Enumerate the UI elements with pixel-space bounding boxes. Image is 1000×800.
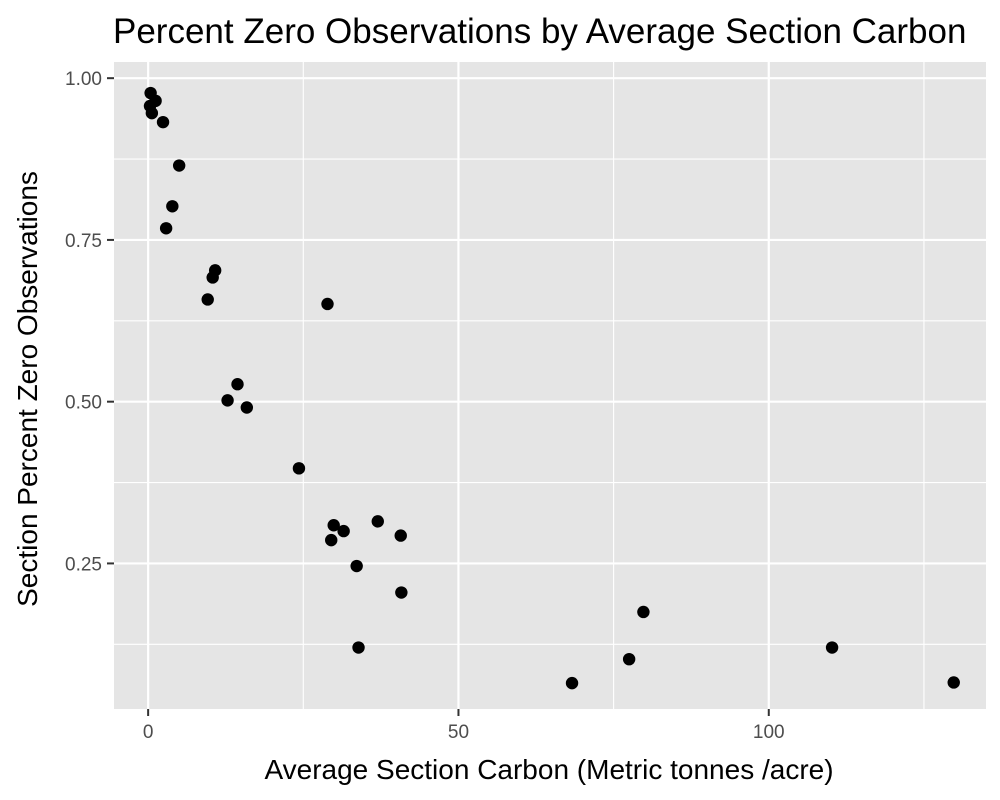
y-tick-label: 1.00 xyxy=(65,69,102,90)
data-point xyxy=(371,515,384,528)
data-point xyxy=(352,641,365,654)
data-point xyxy=(565,676,579,690)
data-point xyxy=(350,559,363,573)
data-point xyxy=(145,106,159,120)
data-point xyxy=(825,641,839,654)
y-axis: 0.25 0.50 0.75 1.00 xyxy=(65,69,114,575)
grid-lines xyxy=(114,62,986,709)
y-tick-label: 0.25 xyxy=(65,554,102,575)
data-point xyxy=(947,676,960,689)
data-point xyxy=(337,524,350,538)
data-point xyxy=(149,94,162,108)
x-tick-label: 100 xyxy=(753,722,785,743)
data-point xyxy=(240,401,254,414)
data-point xyxy=(159,222,173,235)
chart-title: Percent Zero Observations by Average Sec… xyxy=(113,12,966,51)
data-point xyxy=(325,533,338,547)
data-point xyxy=(321,297,334,311)
data-point xyxy=(394,529,407,542)
data-point xyxy=(201,293,214,306)
data-point xyxy=(172,159,186,172)
data-point xyxy=(622,652,636,666)
data-point xyxy=(231,378,244,391)
x-tick-label: 50 xyxy=(448,722,469,743)
y-tick-label: 0.75 xyxy=(65,231,102,252)
data-point xyxy=(292,462,306,475)
x-axis-title: Average Section Carbon (Metric tonnes /a… xyxy=(264,754,833,785)
data-point xyxy=(221,394,234,407)
y-tick-label: 0.50 xyxy=(65,393,102,414)
data-point xyxy=(395,586,408,599)
x-axis: 0 50 100 xyxy=(143,709,785,743)
data-points xyxy=(143,86,960,690)
data-point xyxy=(156,115,170,129)
data-point xyxy=(166,200,179,213)
x-tick-label: 0 xyxy=(143,722,154,743)
data-point xyxy=(327,519,340,532)
y-axis-title: Section Percent Zero Observations xyxy=(12,171,43,607)
data-point xyxy=(637,605,650,619)
plot-panel xyxy=(114,62,986,709)
data-point xyxy=(206,271,219,284)
